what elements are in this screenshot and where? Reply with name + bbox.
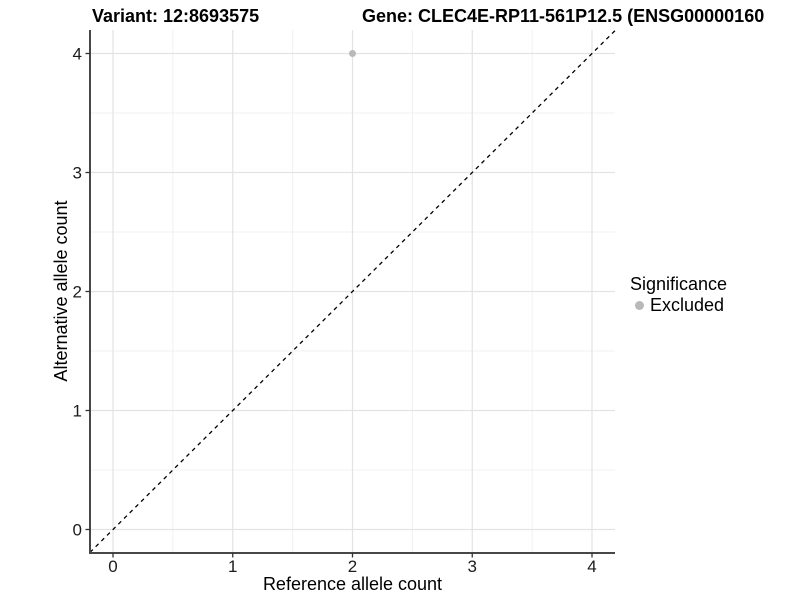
x-tick-label: 2 (348, 557, 357, 576)
legend-title: Significance (630, 274, 728, 294)
y-tick-label: 4 (73, 45, 82, 64)
legend: Significance Excluded (630, 274, 727, 315)
y-tick-label: 1 (73, 402, 82, 421)
variant-title: Variant: 12:8693575 (92, 6, 260, 26)
y-axis-label: Alternative allele count (51, 200, 71, 382)
data-point (349, 50, 356, 57)
y-tick-label: 3 (73, 164, 82, 183)
identity-line (89, 30, 616, 553)
x-tick-label: 0 (108, 557, 117, 576)
legend-item-excluded: Excluded (635, 295, 727, 315)
x-tick-label: 4 (587, 557, 596, 576)
gene-title: Gene: CLEC4E-RP11-561P12.5 (ENSG00000160 (362, 6, 765, 26)
x-tick-label: 1 (228, 557, 237, 576)
x-tick-label: 3 (468, 557, 477, 576)
y-tick-label: 0 (73, 521, 82, 540)
legend-item-label: Excluded (650, 295, 725, 315)
x-axis-label: Reference allele count (262, 574, 443, 594)
excluded-point-icon (635, 300, 644, 310)
y-tick-label: 2 (73, 283, 82, 302)
